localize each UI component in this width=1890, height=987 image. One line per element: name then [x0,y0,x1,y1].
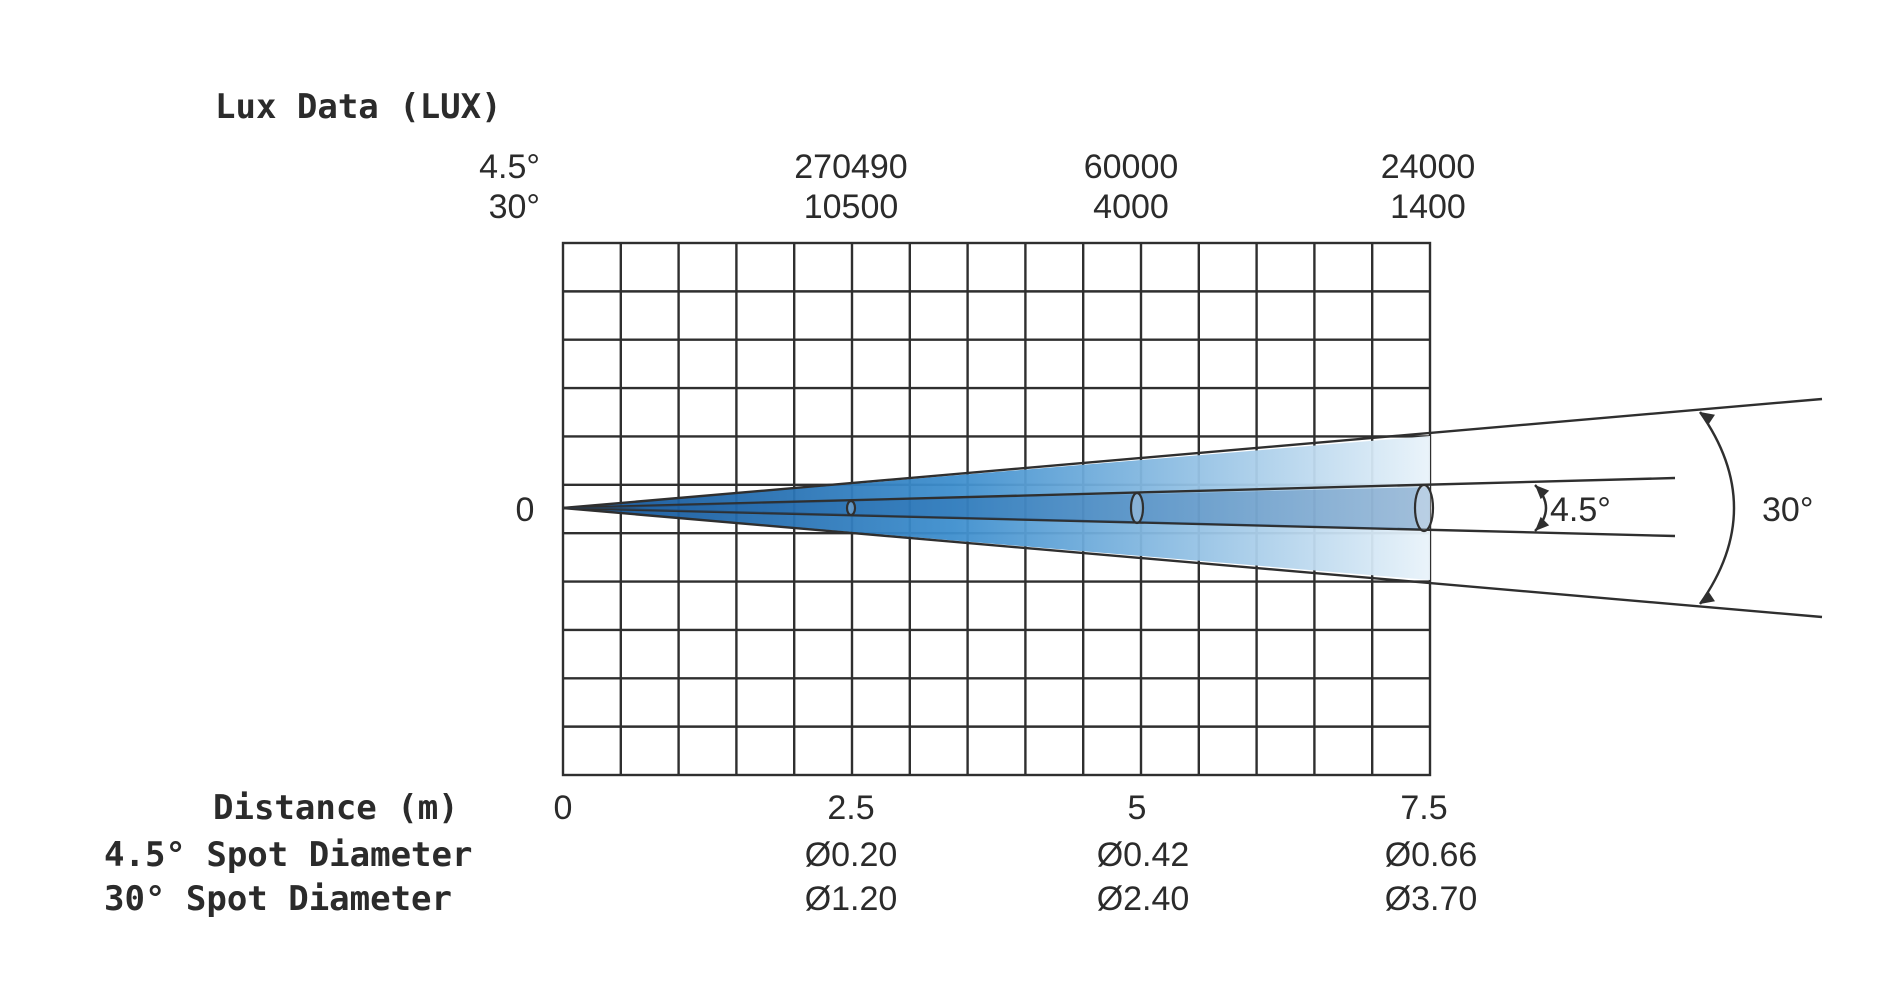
lux-wide-1: 10500 [804,188,899,226]
narrow-beam-fill [563,487,1430,529]
spot-ellipse-3 [1413,483,1435,533]
wide-angle-arrow-top [1700,412,1715,425]
origin-zero-label: 0 [516,491,535,529]
lux-narrow-2: 60000 [1084,148,1179,186]
spot-ellipse-2 [1129,491,1145,525]
wide-angle-arrow-bottom [1700,591,1715,604]
distance-tick-2: 5 [1128,789,1147,827]
angle-label-wide: 30° [1762,491,1813,529]
narrow-angle-arrow-top [1535,485,1550,500]
lux-heading: Lux Data (LUX) [215,87,502,127]
spot-wide-2: Ø2.40 [1097,880,1190,918]
wide-beam-fill [563,436,1430,580]
narrow-beam-edge-bottom [562,506,1676,538]
distance-tick-3: 7.5 [1400,789,1447,827]
spot-narrow-3: Ø0.66 [1385,836,1478,874]
spot-ellipse-1 [845,499,857,517]
beam [562,397,1823,619]
distance-tick-1: 2.5 [827,789,874,827]
narrow-angle-arrow-bottom [1535,516,1550,531]
lux-narrow-1: 270490 [794,148,907,186]
spot-wide-1: Ø1.20 [805,880,898,918]
lux-wide-2: 4000 [1093,188,1169,226]
wide-beam-edge-top [562,397,1823,510]
spot-narrow-label: 4.5° Spot Diameter [104,835,472,875]
wide-angle-arc [1699,411,1736,605]
wide-beam-edge-bottom [562,506,1823,619]
lux-wide-3: 1400 [1390,188,1466,226]
lux-narrow-3: 24000 [1381,148,1476,186]
spot-narrow-2: Ø0.42 [1097,836,1190,874]
spot-narrow-1: Ø0.20 [805,836,898,874]
distance-tick-0: 0 [554,789,573,827]
narrow-beam-edge-top [562,476,1676,510]
distance-label: Distance (m) [213,788,459,828]
angle-label-narrow: 4.5° [1550,491,1611,529]
spot-wide-3: Ø3.70 [1385,880,1478,918]
spot-wide-label: 30° Spot Diameter [104,879,452,919]
lux-row-label-wide: 30° [489,188,540,226]
lux-row-label-narrow: 4.5° [479,148,540,186]
